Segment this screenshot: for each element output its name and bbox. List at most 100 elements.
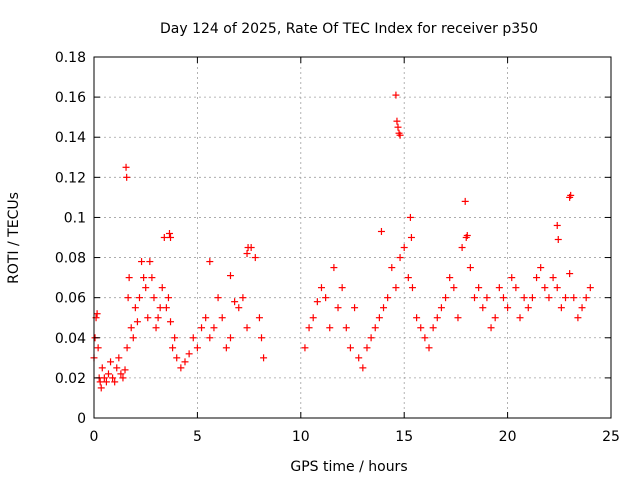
data-point — [301, 344, 309, 352]
y-tick-label: 0.18 — [55, 50, 86, 66]
data-point — [586, 284, 594, 292]
data-point — [165, 229, 173, 237]
data-point — [169, 344, 177, 352]
data-point — [393, 117, 401, 125]
data-point — [113, 364, 121, 372]
data-point — [117, 370, 125, 378]
data-point — [98, 364, 106, 372]
x-tick-label: 25 — [602, 429, 620, 445]
data-point — [93, 310, 101, 318]
data-point — [433, 314, 441, 322]
data-point — [109, 374, 117, 382]
data-point — [342, 324, 350, 332]
data-point — [346, 344, 354, 352]
data-point — [406, 213, 414, 221]
data-point — [135, 294, 143, 302]
data-point — [226, 334, 234, 342]
data-point — [111, 378, 119, 386]
data-point — [384, 294, 392, 302]
data-point — [359, 364, 367, 372]
data-point — [454, 314, 462, 322]
data-point — [442, 294, 450, 302]
data-point — [533, 274, 541, 282]
x-axis-label: GPS time / hours — [290, 459, 407, 475]
data-point — [222, 344, 230, 352]
data-point — [355, 354, 363, 362]
data-point — [206, 334, 214, 342]
data-point — [582, 294, 590, 302]
data-point — [566, 270, 574, 278]
data-point — [537, 264, 545, 272]
data-point — [164, 294, 172, 302]
data-point — [144, 314, 152, 322]
axis-ticks: 0 5 10 15 20 25 0 0.02 0.04 0.06 0.08 0.1 0.12 0.14 0.… — [55, 50, 620, 445]
data-point — [231, 298, 239, 306]
data-point — [554, 236, 562, 244]
plot-frame — [93, 56, 612, 419]
data-point — [171, 334, 179, 342]
data-point — [407, 234, 415, 241]
data-point — [413, 314, 421, 322]
data-point — [524, 304, 532, 312]
data-point — [479, 304, 487, 312]
data-point — [541, 284, 549, 292]
grid-lines — [94, 57, 611, 418]
data-point — [129, 334, 137, 342]
x-tick-label: 20 — [499, 429, 517, 445]
data-point — [185, 350, 193, 358]
data-point — [508, 274, 516, 282]
data-point — [326, 324, 334, 332]
data-point — [142, 284, 150, 292]
data-point — [150, 294, 158, 302]
data-point — [167, 318, 175, 326]
data-point — [177, 364, 185, 372]
data-point — [162, 304, 170, 312]
data-point — [158, 284, 166, 292]
y-tick-label: 0.12 — [55, 170, 86, 186]
data-point — [100, 374, 108, 382]
data-point — [425, 344, 433, 352]
y-tick-label: 0.16 — [55, 90, 86, 106]
data-point — [104, 370, 112, 378]
data-point — [471, 294, 479, 302]
data-point — [138, 258, 146, 266]
data-point — [520, 294, 528, 302]
data-point — [367, 334, 375, 342]
data-point — [226, 272, 234, 280]
data-point — [549, 274, 557, 282]
data-point — [173, 354, 181, 362]
data-point — [167, 234, 175, 241]
data-point — [570, 294, 578, 302]
data-point — [578, 304, 586, 312]
data-point — [377, 227, 385, 235]
data-point — [243, 324, 251, 332]
y-tick-label: 0.06 — [55, 291, 86, 307]
data-point — [466, 264, 474, 272]
data-point — [107, 358, 115, 366]
data-point — [408, 284, 416, 292]
data-point — [140, 274, 148, 282]
data-point — [545, 294, 553, 302]
data-point — [244, 244, 252, 252]
data-point — [156, 304, 164, 312]
data-point — [94, 344, 102, 352]
data-point — [96, 378, 104, 386]
data-point — [123, 344, 131, 352]
data-point — [380, 304, 388, 312]
data-point — [437, 304, 445, 312]
data-point — [487, 324, 495, 332]
data-point — [115, 354, 123, 362]
data-point — [260, 354, 268, 362]
data-point — [463, 231, 471, 239]
data-point — [491, 314, 499, 322]
data-point — [553, 221, 561, 229]
data-point — [396, 254, 404, 262]
data-point — [214, 294, 222, 302]
data-point — [495, 284, 503, 292]
data-point — [235, 304, 243, 312]
data-point — [446, 274, 454, 282]
y-tick-label: 0.14 — [55, 130, 86, 146]
data-point — [483, 294, 491, 302]
data-point — [239, 294, 247, 302]
